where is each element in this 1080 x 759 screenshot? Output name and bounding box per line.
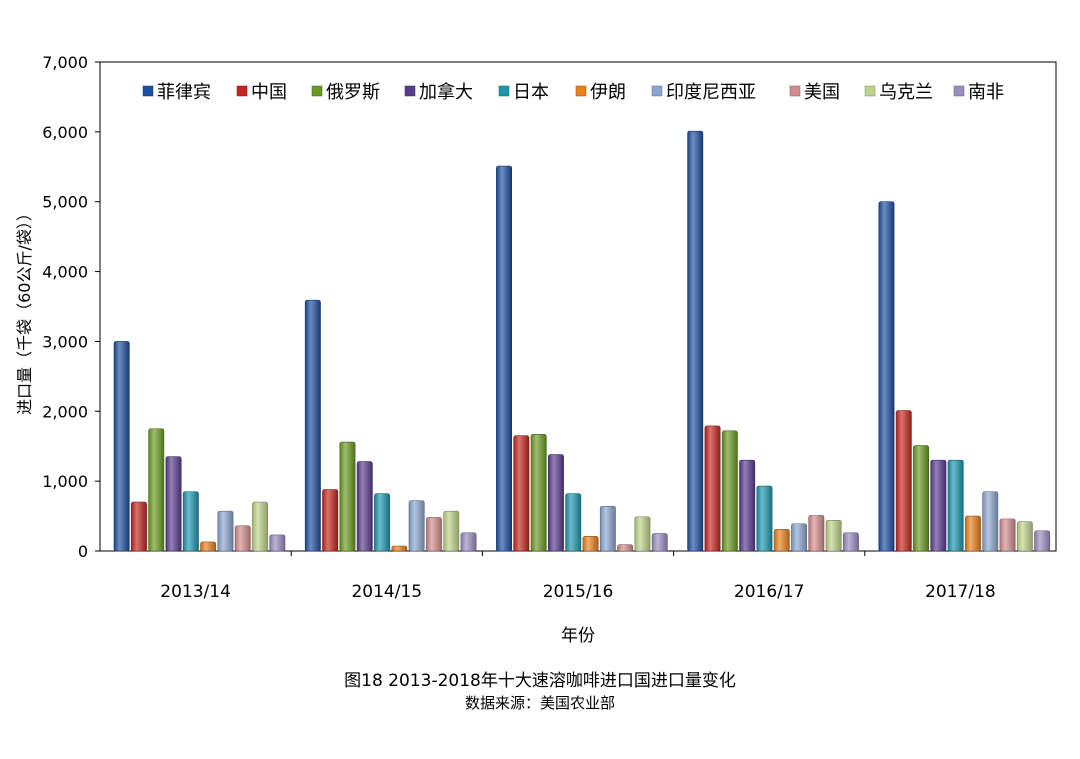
legend-swatch: [575, 85, 587, 97]
bar-8-2016-17: [808, 515, 825, 552]
bar-2-2014-15: [322, 489, 339, 552]
bar-1-2014-15: [304, 299, 321, 552]
bar-1-2013-14: [113, 341, 130, 552]
y-axis: 0 1,000 2,000 3,000 4,000 5,000 6,000 7,000: [42, 53, 100, 561]
legend: 菲律宾 中国 俄罗斯 加拿大 日本 伊朗 印度尼西亚 美国 乌克兰 南非: [142, 81, 1004, 103]
legend-swatch: [236, 85, 248, 97]
bar-5-2014-15: [374, 493, 390, 552]
bar-8-2013-14: [234, 525, 251, 552]
y-tick-label: 1,000: [42, 472, 88, 491]
legend-label: 南非: [968, 82, 1004, 103]
bar-8-2017-18: [999, 518, 1016, 552]
bar-10-2016-17: [842, 532, 859, 552]
bar-7-2015-16: [599, 505, 616, 552]
y-tick-label: 4,000: [42, 263, 88, 282]
legend-label: 伊朗: [590, 82, 626, 103]
y-tick-label: 6,000: [42, 123, 88, 142]
bar-9-2015-16: [634, 516, 651, 552]
legend-label: 中国: [251, 82, 287, 103]
bar-4-2016-17: [739, 459, 756, 552]
y-tick-label: 7,000: [42, 53, 88, 72]
bar-9-2017-18: [1016, 521, 1033, 552]
bar-6-2017-18: [964, 515, 981, 552]
x-tick-label: 2016/17: [734, 582, 805, 602]
bar-5-2013-14: [182, 491, 199, 552]
y-tick-label: 3,000: [42, 332, 88, 351]
plot-area: [99, 61, 1057, 552]
bar-3-2015-16: [530, 434, 547, 552]
legend-swatch: [953, 85, 965, 97]
y-axis-label: 进口量（千袋（60公斤/袋））: [15, 205, 34, 415]
legend-label: 乌克兰: [879, 82, 933, 103]
bar-9-2014-15: [443, 510, 460, 552]
bar-4-2017-18: [930, 459, 947, 552]
bar-3-2013-14: [148, 428, 165, 552]
legend-label: 美国: [804, 82, 840, 103]
legend-swatch: [311, 85, 323, 97]
bar-7-2013-14: [217, 510, 234, 552]
y-tick-label: 2,000: [42, 402, 88, 421]
y-tick-label: 5,000: [42, 193, 88, 212]
x-tick-label: 2017/18: [925, 582, 996, 602]
x-tick-label: 2013/14: [160, 582, 231, 602]
bar-3-2017-18: [913, 445, 930, 552]
bar-8-2014-15: [425, 517, 442, 552]
legend-label: 菲律宾: [157, 82, 211, 103]
bar-3-2016-17: [721, 430, 738, 552]
bar-6-2016-17: [773, 529, 790, 552]
bar-6-2014-15: [391, 545, 408, 552]
bar-10-2014-15: [460, 532, 477, 552]
legend-label: 俄罗斯: [326, 82, 380, 103]
bar-5-2017-18: [947, 459, 964, 552]
bar-1-2016-17: [687, 130, 704, 552]
bar-6-2015-16: [582, 536, 599, 552]
x-axis: 2013/14 2014/15 2015/16 2016/17 2017/18: [160, 551, 996, 602]
bar-2-2016-17: [704, 425, 721, 552]
x-axis-label: 年份: [561, 626, 595, 646]
legend-label: 日本: [513, 82, 549, 103]
figure-source: 数据来源：美国农业部: [464, 694, 615, 712]
legend-swatch: [498, 85, 510, 97]
bars-group: [113, 130, 1051, 552]
bar-9-2013-14: [252, 501, 268, 552]
bar-8-2015-16: [617, 544, 634, 552]
bar-5-2016-17: [756, 485, 773, 552]
bar-4-2015-16: [547, 454, 564, 552]
x-tick-label: 2015/16: [543, 582, 614, 602]
bar-5-2015-16: [565, 493, 582, 552]
bar-2-2013-14: [131, 501, 147, 552]
bar-9-2016-17: [825, 519, 842, 552]
legend-swatch: [789, 85, 801, 97]
bar-10-2013-14: [269, 534, 286, 552]
bar-10-2017-18: [1034, 530, 1051, 552]
legend-label: 加拿大: [419, 81, 473, 103]
bar-1-2015-16: [496, 165, 512, 552]
bar-2-2017-18: [895, 410, 912, 552]
bar-4-2013-14: [165, 456, 182, 552]
figure-caption: 图18 2013-2018年十大速溶咖啡进口国进口量变化: [344, 671, 736, 691]
legend-swatch: [142, 85, 154, 97]
bar-6-2013-14: [200, 541, 217, 552]
bar-7-2014-15: [408, 500, 425, 552]
legend-swatch: [651, 85, 663, 97]
legend-swatch: [864, 85, 876, 97]
legend-label: 印度尼西亚: [666, 82, 756, 103]
bar-4-2014-15: [356, 461, 373, 552]
bar-10-2015-16: [651, 533, 668, 552]
x-tick-label: 2014/15: [351, 582, 422, 602]
bar-2-2015-16: [513, 435, 530, 552]
bar-chart: 0 1,000 2,000 3,000 4,000 5,000 6,000 7,000 201…: [15, 53, 1057, 646]
bar-7-2016-17: [791, 523, 808, 552]
bar-1-2017-18: [878, 201, 895, 552]
bar-7-2017-18: [982, 491, 999, 552]
legend-swatch: [404, 85, 416, 97]
y-tick-label: 0: [78, 542, 88, 561]
bar-3-2014-15: [339, 441, 356, 552]
